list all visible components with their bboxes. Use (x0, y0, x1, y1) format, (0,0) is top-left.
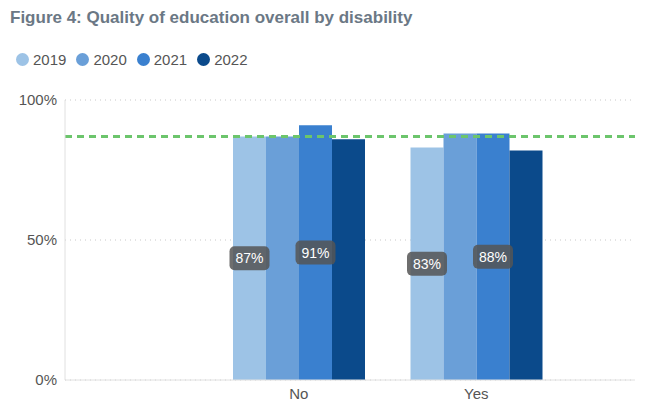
svg-text:91%: 91% (301, 245, 329, 261)
svg-text:No: No (289, 385, 308, 402)
html-text:2022: 2022 (214, 51, 248, 68)
html-text:2021: 2021 (153, 51, 188, 68)
html-text:2020: 2020 (93, 51, 127, 68)
svg-text:0%: 0% (35, 371, 57, 388)
svg-text:83%: 83% (413, 256, 441, 272)
svg-text:Yes: Yes (464, 385, 488, 402)
svg-text:100%: 100% (19, 91, 57, 108)
html-text:2019: 2019 (33, 51, 67, 68)
html-text:Figure 4: Quality of education: Figure 4: Quality of education overall b… (10, 8, 413, 27)
svg-text:88%: 88% (479, 249, 507, 265)
svg-text:87%: 87% (235, 250, 263, 266)
svg-text:50%: 50% (27, 231, 57, 248)
